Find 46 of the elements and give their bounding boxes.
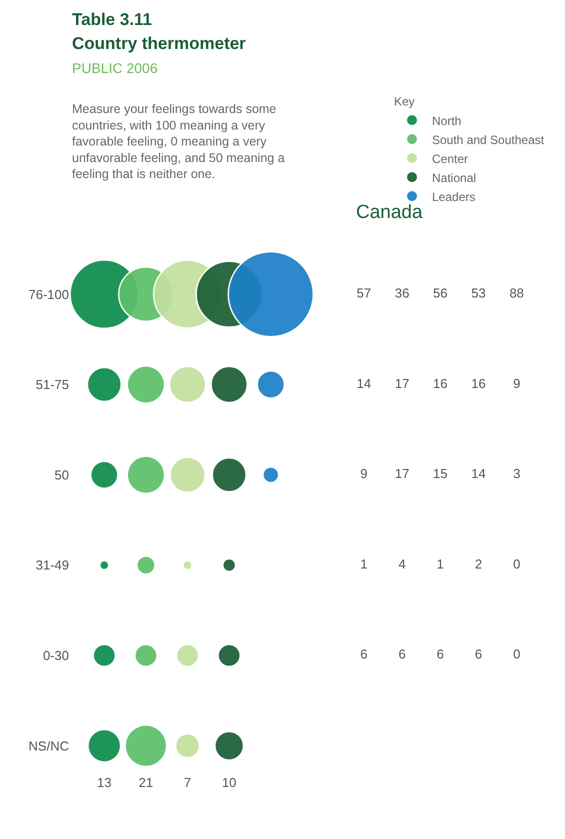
data-label: 9 <box>360 466 368 482</box>
legend-label: Center <box>432 152 468 166</box>
data-label: 7 <box>184 774 192 790</box>
data-label: 88 <box>509 285 524 300</box>
data-label: 15 <box>433 466 448 482</box>
data-label: 3 <box>513 466 520 482</box>
category-label: 76-100 <box>28 286 69 302</box>
data-label: 16 <box>471 376 486 391</box>
category-label: NS/NC <box>28 738 69 754</box>
data-label: 57 <box>356 285 372 300</box>
data-label: 53 <box>471 285 486 300</box>
legend-label: Leaders <box>432 190 476 204</box>
category-label: 50 <box>54 467 69 482</box>
data-label: 16 <box>433 376 448 391</box>
legend-label: National <box>432 170 476 185</box>
category-label: 51-75 <box>36 377 69 392</box>
text: Country thermometer <box>72 34 246 53</box>
data-label: 14 <box>471 466 486 482</box>
caption: Table 3.11 <box>72 10 152 29</box>
data-label: 2 <box>474 556 482 572</box>
text: Canada <box>356 202 423 223</box>
data-label: 17 <box>394 376 410 391</box>
data-label: 1 <box>360 556 368 572</box>
data-label: 14 <box>356 376 372 391</box>
category-label: 31-49 <box>36 558 69 573</box>
legend-title: Key <box>394 94 415 109</box>
legend-label: South and Southeast <box>432 132 545 147</box>
data-label: 21 <box>138 774 154 790</box>
data-label: 0 <box>513 556 520 572</box>
data-label: 9 <box>513 376 520 391</box>
data-label: 13 <box>97 774 112 790</box>
data-label: 36 <box>394 285 410 300</box>
text: PUBLIC 2006 <box>72 60 158 76</box>
data-label: 10 <box>222 774 236 790</box>
data-label: 6 <box>398 646 406 662</box>
category-label: 0-30 <box>42 648 69 664</box>
data-label: 0 <box>513 646 520 662</box>
data-label: 6 <box>360 646 368 662</box>
text: Measure your feelings towards some countries, with 100 meaning a very favorable feeling, 0 meaning a very unfavorable feeling, and 50 meaning a feeling that is neither one. <box>72 102 285 181</box>
data-label: 1 <box>436 556 444 572</box>
data-label: 4 <box>398 556 406 572</box>
data-label: 6 <box>474 646 482 662</box>
legend-label: North <box>432 114 462 128</box>
data-label: 17 <box>394 466 410 482</box>
data-label: 6 <box>436 646 444 662</box>
data-label: 56 <box>433 285 448 300</box>
